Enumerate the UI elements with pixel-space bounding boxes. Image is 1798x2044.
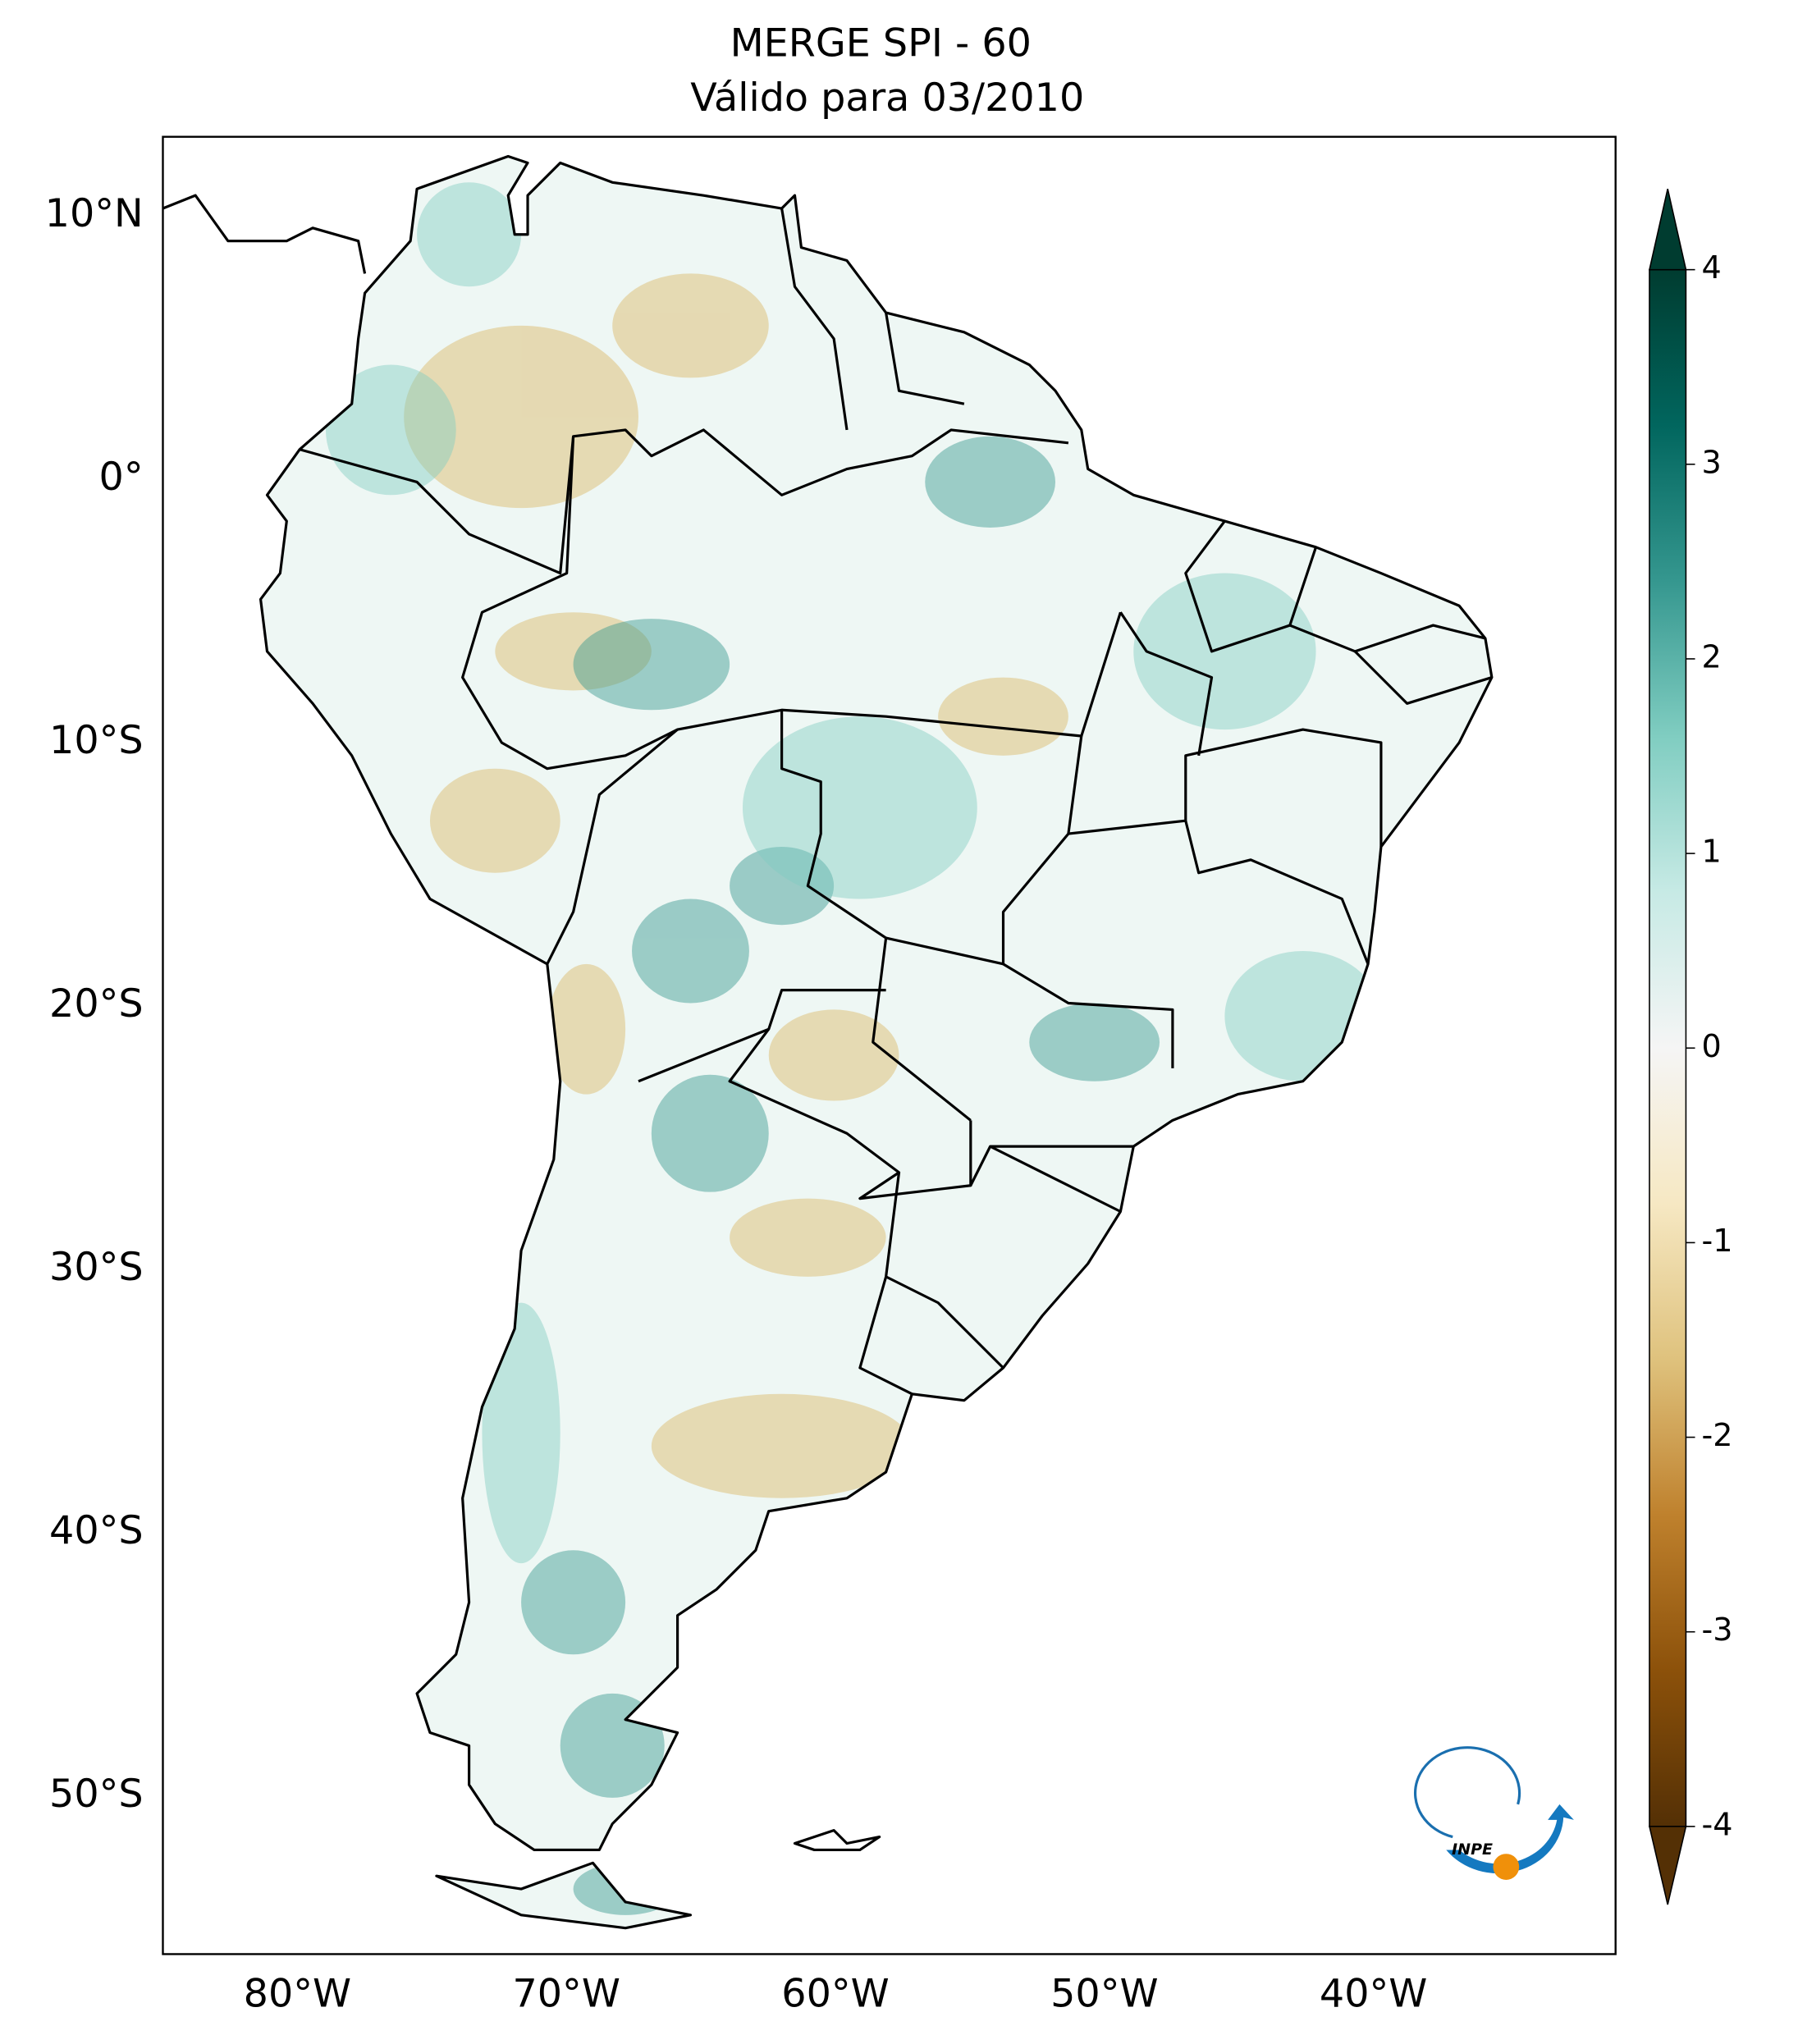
colorbar-body <box>1649 268 1687 1827</box>
logo-text: INPE <box>1452 1841 1493 1859</box>
colorbar-extend-max <box>1648 189 1687 271</box>
logo: INPE <box>1414 1746 1574 1880</box>
y-tick-label: 20°S <box>49 981 144 1027</box>
y-tick-label: 10°N <box>45 191 144 236</box>
y-tick-label: 50°S <box>49 1772 144 1817</box>
colorbar: -4 -3 -2 -1 0 1 2 3 4 <box>1648 189 1732 1905</box>
colorbar-tick-label: -2 <box>1701 1417 1732 1453</box>
title: MERGE SPI - 60 <box>730 21 1032 66</box>
y-tick-label: 10°S <box>49 718 144 763</box>
colorbar-tick-label: 4 <box>1701 249 1721 286</box>
colorbar-tick-label: 0 <box>1701 1028 1721 1064</box>
colorbar-extend-min <box>1648 1826 1687 1905</box>
y-tick-label: 40°S <box>49 1508 144 1553</box>
colorbar-tick-label: 1 <box>1701 834 1721 870</box>
y-tick-label: 30°S <box>49 1245 144 1290</box>
subtitle: Válido para 03/2010 <box>690 75 1084 121</box>
x-tick-label: 40°W <box>1320 1971 1427 2016</box>
colorbar-tick-label: 2 <box>1701 638 1721 674</box>
colorbar-tick-label: -1 <box>1701 1223 1732 1259</box>
colorbar-tick-label: -3 <box>1701 1612 1732 1648</box>
x-tick-label: 70°W <box>512 1971 620 2016</box>
borders <box>162 154 1494 1930</box>
x-tick-label: 60°W <box>781 1971 889 2016</box>
x-tick-label: 50°W <box>1050 1971 1158 2016</box>
map-frame <box>162 135 1617 1955</box>
colorbar-tick-label: 3 <box>1701 444 1721 480</box>
colorbar-tick-label: -4 <box>1701 1806 1732 1842</box>
y-tick-label: 0° <box>99 455 144 500</box>
x-tick-label: 80°W <box>244 1971 351 2016</box>
